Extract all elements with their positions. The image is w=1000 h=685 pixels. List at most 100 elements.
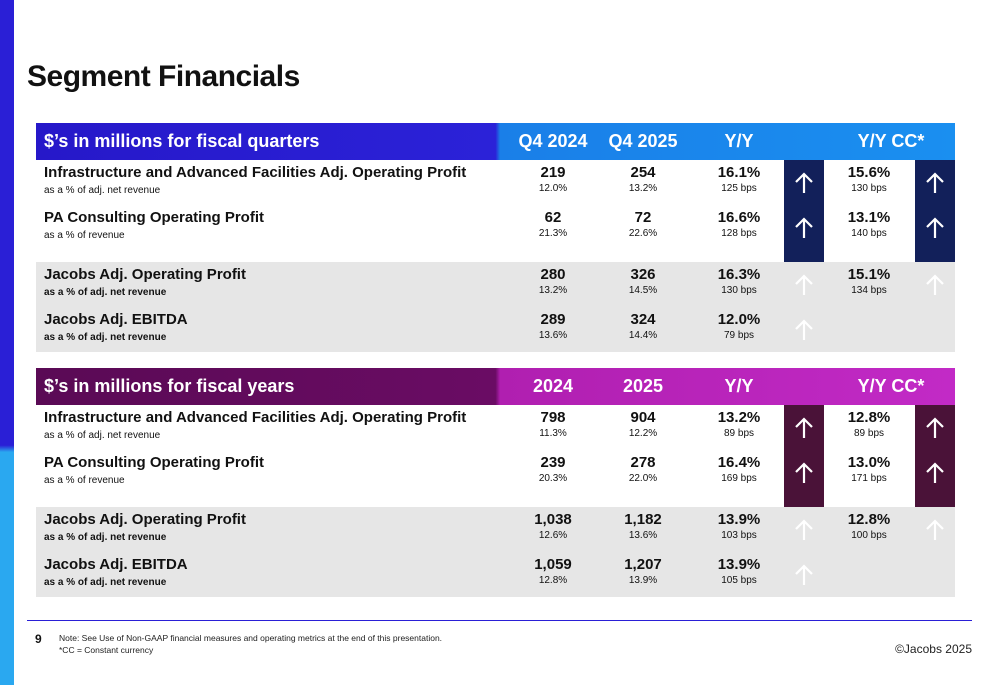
- row-sub: as a % of adj. net revenue: [44, 577, 167, 588]
- value: 15.1%: [847, 266, 891, 283]
- sub-value: 103 bps: [721, 530, 757, 541]
- header-col-q4-2025: Q4 2025: [608, 131, 678, 151]
- row-name: Jacobs Adj. EBITDA: [44, 311, 188, 328]
- row-sub: as a % of adj. net revenue: [44, 430, 161, 441]
- header-col-yy: Y/Y: [724, 131, 754, 151]
- sub-value: 22.0%: [628, 473, 658, 484]
- up-arrow-icon: [926, 217, 944, 238]
- value: 16.4%: [717, 454, 761, 471]
- value: 62: [544, 209, 562, 226]
- table-row: Jacobs Adj. EBITDA as a % of adj. net re…: [36, 552, 955, 597]
- sub-value: 171 bps: [851, 473, 887, 484]
- value: 16.6%: [717, 209, 761, 226]
- sub-value: 13.9%: [628, 575, 658, 586]
- years-table: $’s in millions for fiscal years 2024 20…: [36, 368, 955, 597]
- row-name: Jacobs Adj. Operating Profit: [44, 511, 246, 528]
- value: 798: [540, 409, 566, 426]
- page-title: Segment Financials: [27, 60, 300, 93]
- value: 16.3%: [717, 266, 761, 283]
- up-arrow-icon: [926, 274, 944, 295]
- sub-value: 13.6%: [538, 330, 568, 341]
- table-row: Infrastructure and Advanced Facilities A…: [36, 160, 955, 205]
- value: 904: [630, 409, 656, 426]
- sub-value: 12.2%: [628, 428, 658, 439]
- sub-value: 89 bps: [723, 428, 755, 439]
- row-name: Infrastructure and Advanced Facilities A…: [44, 409, 467, 426]
- value: 13.9%: [717, 556, 761, 573]
- value: 13.9%: [717, 511, 761, 528]
- sub-value: 134 bps: [851, 285, 887, 296]
- sub-value: 14.5%: [628, 285, 658, 296]
- row-sub: as a % of adj. net revenue: [44, 185, 161, 196]
- sub-value: 105 bps: [721, 575, 757, 586]
- header-col-yy: Y/Y: [724, 376, 754, 396]
- header-col-2024: 2024: [532, 376, 574, 396]
- sub-value: 79 bps: [723, 330, 755, 341]
- value: 239: [540, 454, 566, 471]
- value: 280: [540, 266, 566, 283]
- row-name: PA Consulting Operating Profit: [44, 209, 264, 226]
- footnote: Note: See Use of Non-GAAP financial meas…: [59, 632, 442, 656]
- value: 12.8%: [847, 511, 891, 528]
- table-row: PA Consulting Operating Profit as a % of…: [36, 450, 955, 507]
- header-col-yy-cc: Y/Y CC*: [857, 376, 925, 396]
- sub-value: 14.4%: [628, 330, 658, 341]
- value: 13.2%: [717, 409, 761, 426]
- table-row: Infrastructure and Advanced Facilities A…: [36, 405, 955, 450]
- copyright: ©Jacobs 2025: [895, 642, 972, 656]
- quarters-table: $’s in millions for fiscal quarters Q4 2…: [36, 123, 955, 352]
- sub-value: 21.3%: [538, 228, 568, 239]
- value: 13.0%: [847, 454, 891, 471]
- row-sub: as a % of adj. net revenue: [44, 532, 167, 543]
- up-arrow-icon: [795, 274, 813, 295]
- value: 12.8%: [847, 409, 891, 426]
- sub-value: 13.2%: [628, 183, 658, 194]
- up-arrow-icon: [795, 319, 813, 340]
- header-col-yy-cc: Y/Y CC*: [857, 131, 925, 151]
- sub-value: 12.0%: [538, 183, 568, 194]
- header-label: $’s in millions for fiscal quarters: [44, 131, 320, 151]
- up-arrow-icon: [795, 462, 813, 483]
- footer-divider: [27, 620, 972, 621]
- sub-value: 169 bps: [721, 473, 757, 484]
- sub-value: 20.3%: [538, 473, 568, 484]
- sub-value: 22.6%: [628, 228, 658, 239]
- header-col-q4-2024: Q4 2024: [518, 131, 588, 151]
- row-name: Jacobs Adj. EBITDA: [44, 556, 188, 573]
- sub-value: 130 bps: [721, 285, 757, 296]
- footnote-line: *CC = Constant currency: [59, 645, 154, 655]
- up-arrow-icon: [795, 564, 813, 585]
- row-name: Infrastructure and Advanced Facilities A…: [44, 164, 467, 181]
- up-arrow-icon: [795, 217, 813, 238]
- sub-value: 130 bps: [851, 183, 887, 194]
- value: 289: [540, 311, 566, 328]
- value: 254: [630, 164, 656, 181]
- value: 1,038: [534, 511, 572, 528]
- sub-value: 12.8%: [538, 575, 568, 586]
- table-row: PA Consulting Operating Profit as a % of…: [36, 205, 955, 262]
- row-name: PA Consulting Operating Profit: [44, 454, 264, 471]
- value: 1,059: [534, 556, 572, 573]
- value: 13.1%: [847, 209, 891, 226]
- value: 1,207: [624, 556, 662, 573]
- sub-value: 13.6%: [628, 530, 658, 541]
- sub-value: 89 bps: [853, 428, 885, 439]
- value: 72: [634, 209, 652, 226]
- up-arrow-icon: [926, 519, 944, 540]
- sub-value: 11.3%: [539, 428, 567, 439]
- years-header: $’s in millions for fiscal years 2024 20…: [36, 368, 955, 405]
- header-label: $’s in millions for fiscal years: [44, 376, 295, 396]
- row-name: Jacobs Adj. Operating Profit: [44, 266, 246, 283]
- value: 219: [540, 164, 566, 181]
- value: 16.1%: [717, 164, 761, 181]
- page-number: 9: [35, 632, 42, 646]
- row-sub: as a % of adj. net revenue: [44, 287, 167, 298]
- sub-value: 12.6%: [538, 530, 568, 541]
- up-arrow-icon: [926, 172, 944, 193]
- sub-value: 128 bps: [721, 228, 757, 239]
- up-arrow-icon: [795, 172, 813, 193]
- value: 324: [630, 311, 656, 328]
- up-arrow-icon: [926, 462, 944, 483]
- up-arrow-icon: [795, 519, 813, 540]
- sub-value: 100 bps: [851, 530, 887, 541]
